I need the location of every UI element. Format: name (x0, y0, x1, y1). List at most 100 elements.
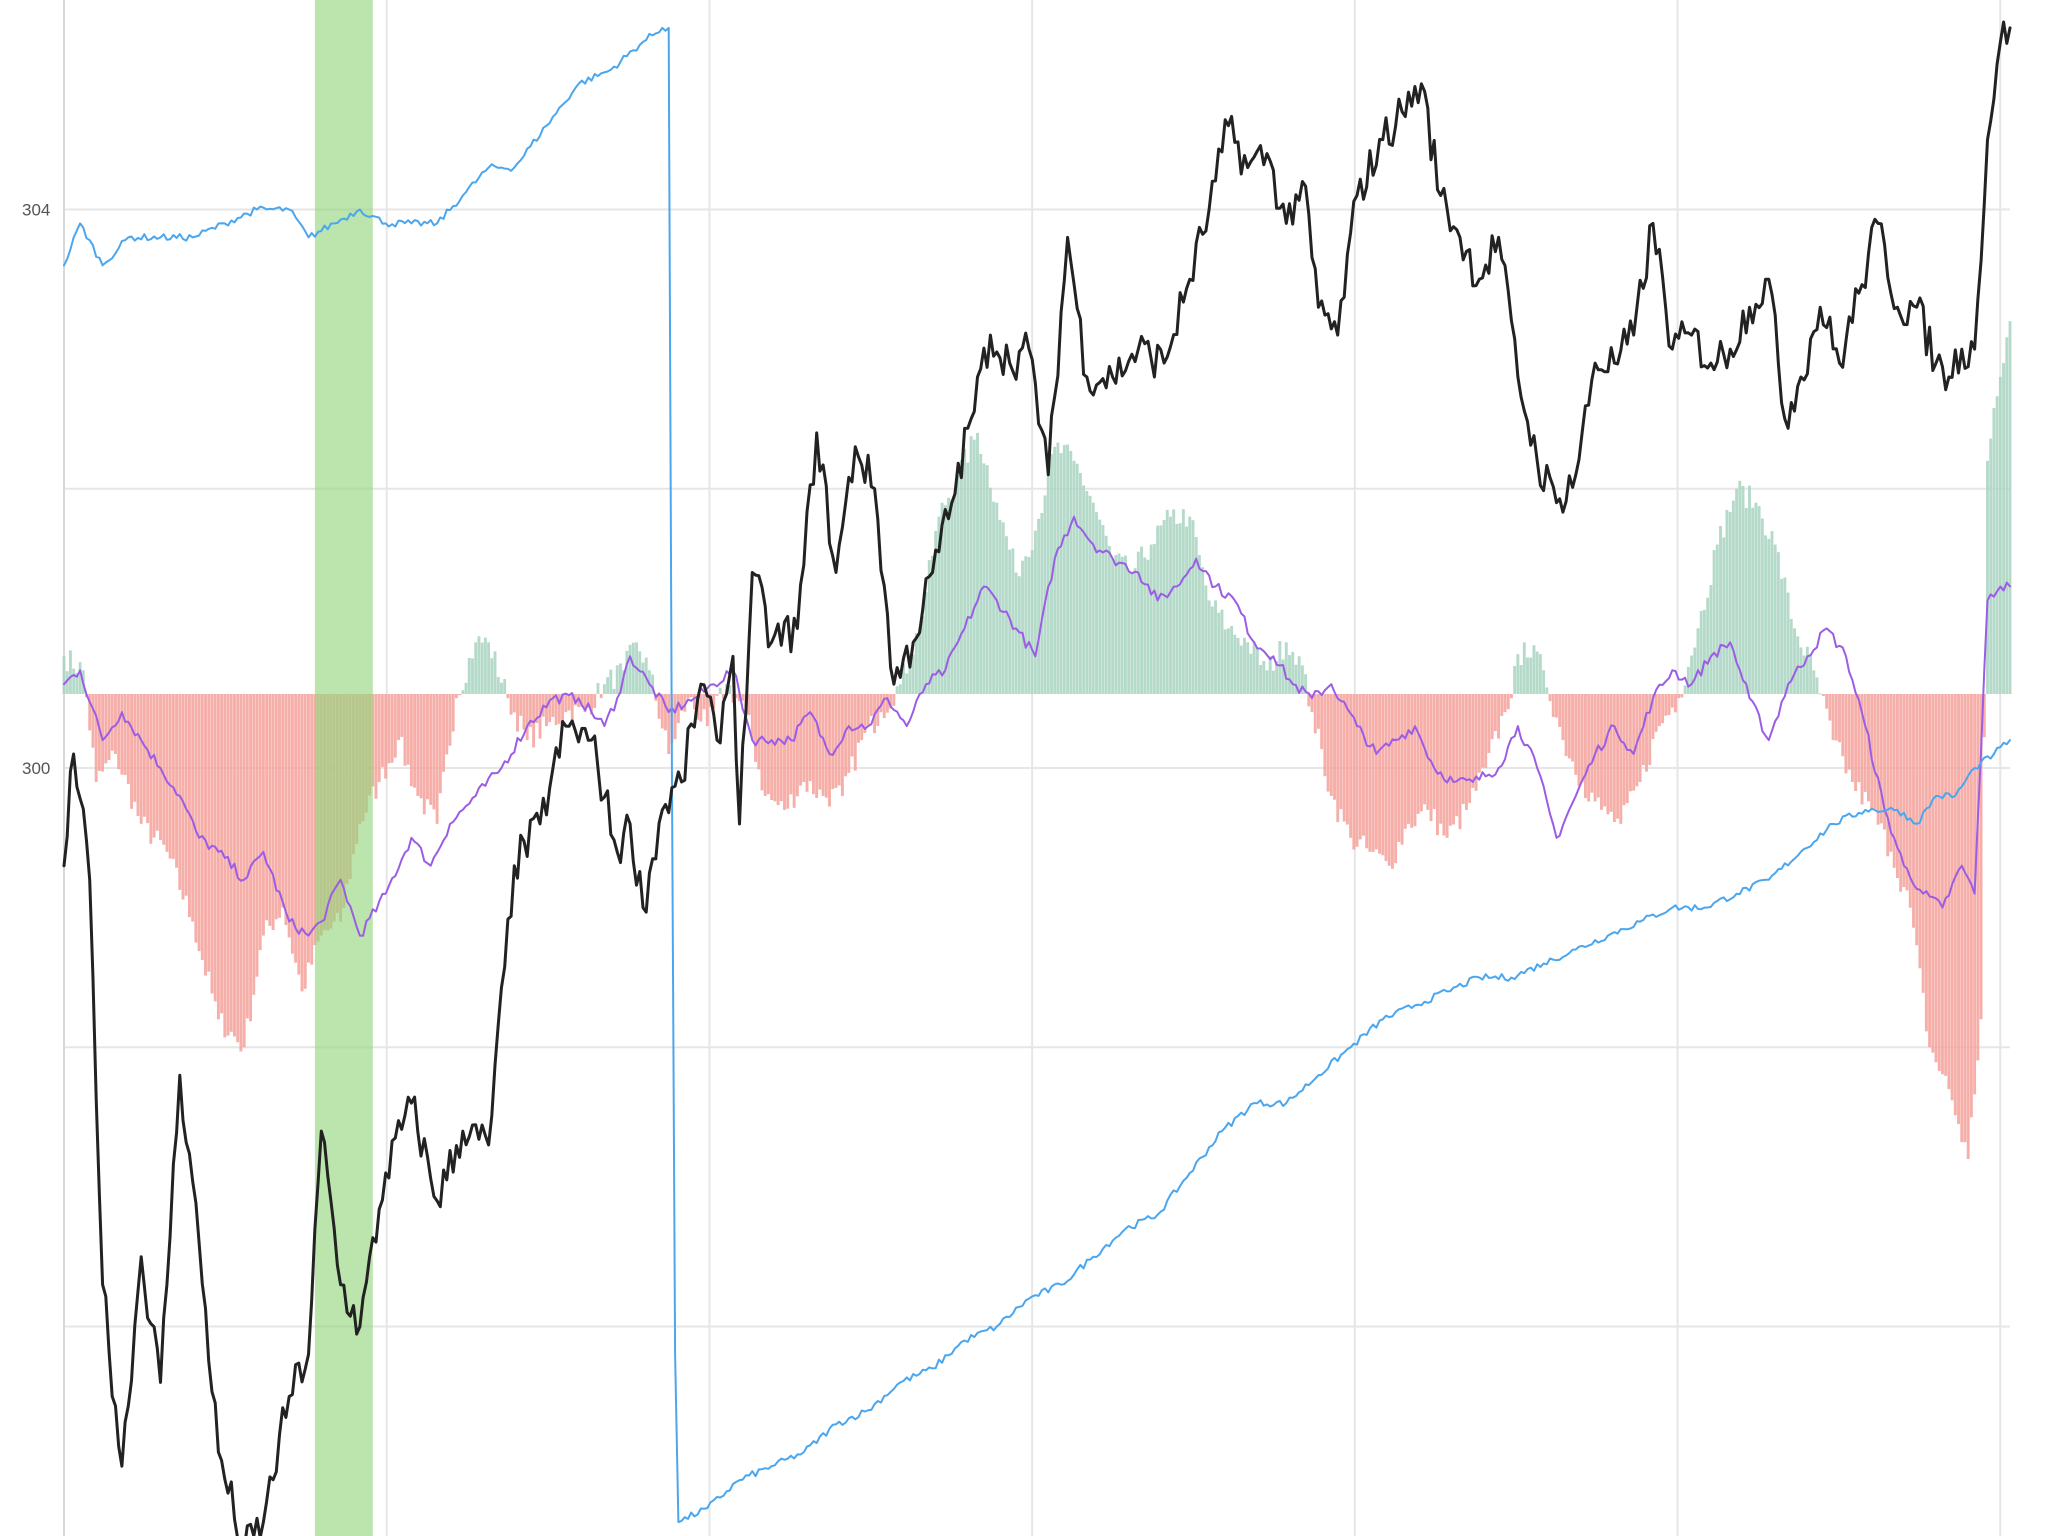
histogram-bar (998, 520, 1002, 694)
histogram-bar (1323, 693, 1327, 777)
histogram-bar (1268, 656, 1272, 694)
histogram-bar (1191, 520, 1195, 694)
histogram-bar (1304, 674, 1308, 694)
histogram-bar (493, 651, 497, 694)
histogram-bar (1719, 525, 1722, 694)
histogram-bar (65, 671, 69, 694)
histogram-bar (1735, 488, 1739, 694)
histogram-bar (1641, 693, 1645, 766)
histogram-bar (416, 693, 420, 796)
histogram-bar (1895, 693, 1899, 879)
histogram-bar (1664, 693, 1668, 716)
y-tick-labels: 304 300 (22, 200, 50, 778)
histogram-bar (1461, 693, 1465, 805)
histogram-bar (1731, 500, 1735, 694)
histogram-bar (1059, 453, 1063, 694)
histogram-bar (162, 693, 166, 845)
histogram-bar (734, 693, 738, 699)
histogram-bar (1793, 628, 1796, 694)
histogram-bar (1847, 693, 1851, 770)
histogram-bar (789, 693, 793, 795)
histogram-bar (1941, 693, 1944, 1075)
y-tick-label: 304 (22, 200, 50, 219)
histogram-bar (175, 693, 179, 868)
histogram-bar (628, 644, 632, 694)
histogram-bar (1091, 502, 1095, 694)
histogram-bar (892, 693, 896, 706)
histogram-bar (1542, 670, 1546, 694)
histogram-bar (947, 497, 950, 694)
histogram-bar (1748, 485, 1751, 694)
histogram-bar (1400, 693, 1404, 845)
histogram-bar (403, 693, 407, 766)
histogram-bar (1017, 576, 1021, 694)
histogram-bar (110, 693, 114, 751)
histogram-bar (1931, 693, 1935, 1053)
histogram-bar (204, 693, 207, 976)
histogram-bar (1278, 641, 1282, 694)
histogram-bar (1439, 693, 1443, 824)
histogram-bar (1815, 677, 1819, 694)
histogram-bar (461, 690, 465, 694)
histogram-bar (1603, 693, 1607, 807)
histogram-bar (1580, 693, 1584, 782)
histogram-bar (783, 693, 786, 810)
histogram-bar (1407, 693, 1410, 824)
histogram-bar (1899, 693, 1903, 892)
histogram-bar (422, 693, 426, 815)
histogram-bar (908, 665, 912, 694)
histogram-bar (898, 684, 902, 694)
histogram-bar (828, 693, 831, 807)
histogram-bar (885, 693, 889, 713)
histogram-bar (1271, 670, 1275, 694)
histogram-bar (1394, 693, 1398, 864)
histogram-bar (860, 693, 864, 741)
histogram-bar (1551, 693, 1555, 717)
histogram-bar (1764, 535, 1767, 694)
histogram-bar (1481, 693, 1484, 768)
histogram-bar (393, 693, 397, 758)
histogram-bar (210, 693, 214, 994)
histogram-bar (1497, 693, 1501, 739)
histogram-bar (1947, 693, 1951, 1090)
histogram-bar (68, 650, 72, 694)
histogram-bar (1239, 645, 1243, 694)
histogram-bar (934, 530, 938, 694)
histogram-bar (104, 693, 108, 764)
histogram-bar (1571, 693, 1574, 762)
histogram-bar (1696, 628, 1700, 694)
histogram-bar (512, 693, 516, 713)
histogram-bar (1558, 693, 1562, 727)
histogram-bar (1111, 558, 1115, 694)
histogram-bar (290, 693, 294, 954)
histogram-bar (1194, 537, 1198, 694)
histogram-bar (1284, 642, 1288, 694)
histogram-bar (548, 693, 552, 723)
histogram-bar (152, 693, 156, 838)
histogram-bar (226, 693, 230, 1036)
histogram-bar (1455, 693, 1459, 817)
histogram-bar (1185, 526, 1189, 694)
histogram-bar (1976, 693, 1980, 1061)
histogram-bar (1979, 693, 1983, 1020)
histogram-bar (1358, 693, 1362, 840)
histogram-bar (400, 693, 404, 737)
histogram-bar (1677, 693, 1681, 699)
histogram-bar (1616, 693, 1620, 819)
histogram-bar (1178, 523, 1182, 694)
histogram-bar (664, 693, 667, 731)
histogram-bar (1654, 693, 1658, 732)
histogram-bar (911, 654, 915, 694)
histogram-bar (1011, 548, 1015, 694)
histogram-bar (1082, 485, 1086, 694)
histogram-bar (216, 693, 220, 1020)
histogram-bar (1371, 693, 1375, 852)
histogram-bar (123, 693, 127, 775)
histogram-bar (850, 693, 854, 757)
histogram-bar (1027, 557, 1031, 694)
histogram-bar (799, 693, 803, 786)
histogram-bar (1307, 693, 1311, 707)
histogram-bar (950, 499, 954, 694)
histogram-bar (1333, 693, 1336, 800)
